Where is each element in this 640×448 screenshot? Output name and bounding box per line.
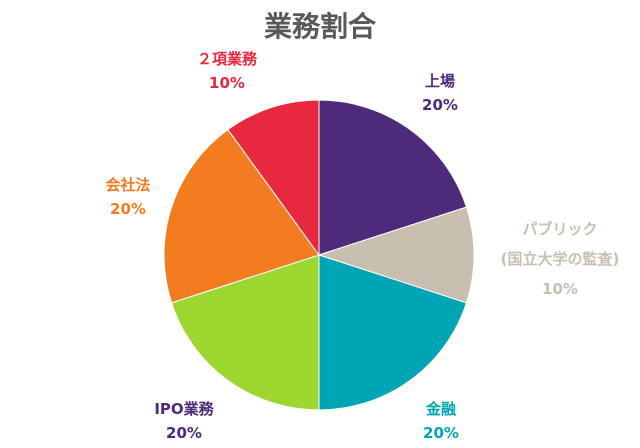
slice-name-label-4: 会社法 (105, 176, 150, 194)
pie-slice-3 (170, 254, 320, 411)
slice-value-label-2: 20% (423, 424, 459, 442)
slice-value-label-1: 10% (542, 280, 578, 298)
slice-name-label-5: ２項業務 (197, 50, 258, 68)
pie-slice-2 (318, 254, 468, 411)
slice-value-label-4: 20% (110, 200, 146, 218)
slice-name-label-1: (国立大学の監査) (501, 250, 620, 268)
pie-slice-5 (227, 99, 320, 257)
pie-labels: 上場 20% パブリック (国立大学の監査) 10% 金融 20% IPO業務 20% 会社法 20… (105, 50, 619, 442)
slice-name-label-2: 金融 (425, 400, 456, 418)
pie-slice-0 (318, 99, 468, 256)
slice-value-label-3: 20% (166, 424, 202, 442)
slice-value-label-5: 10% (209, 74, 245, 92)
chart-title: 業務割合 (264, 10, 377, 43)
slice-name-label-3: IPO業務 (154, 400, 214, 418)
pie-slices (163, 99, 475, 411)
pie-slice-1 (317, 206, 475, 304)
slice-name-label-1: パブリック (522, 220, 597, 238)
slice-name-label-0: 上場 (425, 72, 455, 90)
slice-value-label-0: 20% (422, 96, 458, 114)
pie-slice-4 (163, 128, 320, 304)
